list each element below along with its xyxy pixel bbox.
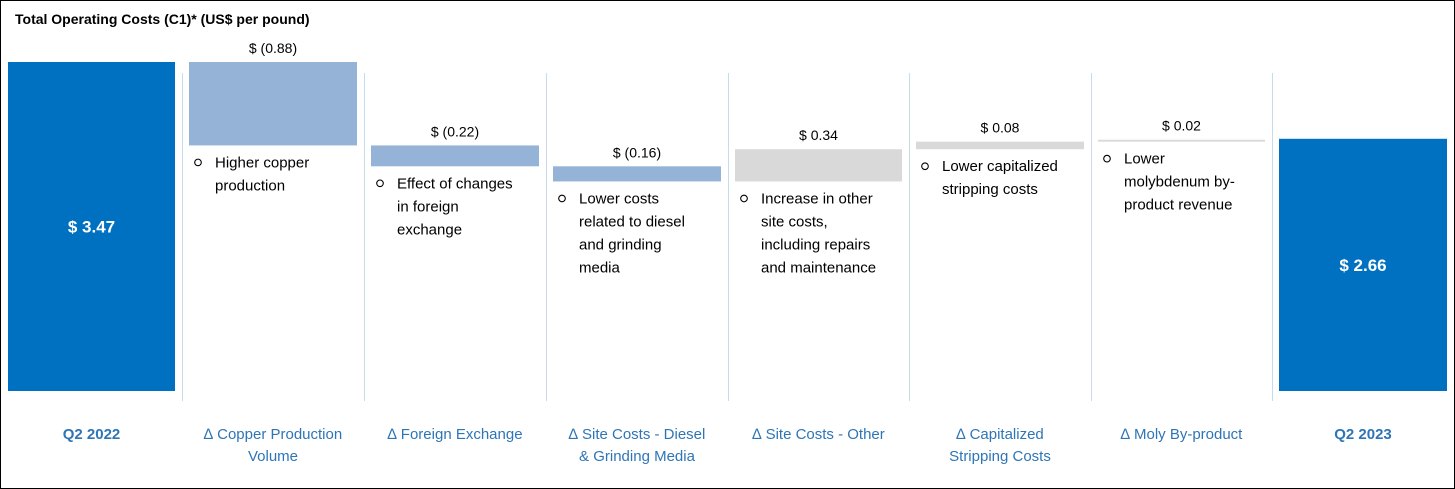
bar-value-label: $ 3.47 (68, 218, 115, 237)
note-line: and maintenance (761, 259, 876, 276)
note-line: production (215, 177, 285, 194)
waterfall-bar (1279, 138, 1447, 391)
chart-title: Total Operating Costs (C1)* (US$ per pou… (15, 11, 310, 27)
note-line: Increase in other (761, 190, 873, 207)
bullet-icon (558, 194, 566, 203)
note-line: stripping costs (942, 181, 1038, 198)
bar-value-label: $ 0.08 (981, 120, 1020, 136)
bar-value-label: $ (0.22) (431, 123, 479, 139)
waterfall-bar (8, 62, 175, 391)
category-label: ∆ Site Costs - Other (752, 426, 885, 443)
category-label: ∆ Site Costs - Diesel (569, 426, 706, 443)
category-label: ∆ Moly By-product (1121, 426, 1244, 443)
category-label: ∆ Capitalized (956, 426, 1044, 443)
note-line: media (579, 259, 621, 276)
category-label: ∆ Copper Production (204, 426, 342, 443)
note-line: related to diesel (579, 213, 685, 230)
note-line: molybdenum by- (1124, 174, 1235, 191)
note-line: in foreign (397, 198, 459, 215)
category-label: ∆ Foreign Exchange (387, 426, 522, 443)
note-line: exchange (397, 221, 462, 238)
waterfall-bar (1098, 139, 1265, 142)
bullet-icon (376, 179, 384, 188)
waterfall-bar (916, 141, 1084, 150)
category-label: Stripping Costs (949, 448, 1051, 465)
note-line: site costs, (761, 213, 828, 230)
category-label: Q2 2023 (1334, 426, 1392, 443)
waterfall-bar (371, 145, 539, 167)
bar-value-label: $ 0.02 (1162, 118, 1201, 134)
bullet-icon (1103, 154, 1111, 163)
bar-value-label: $ 0.34 (799, 127, 838, 143)
waterfall-bar (735, 149, 902, 182)
note-line: and grinding (579, 236, 662, 253)
note-line: Higher copper (215, 154, 309, 171)
bullet-icon (194, 158, 202, 167)
category-label: Volume (248, 448, 298, 465)
category-label: Q2 2022 (63, 426, 121, 443)
waterfall-bar (553, 166, 721, 182)
bullet-icon (740, 194, 748, 203)
category-label: & Grinding Media (579, 448, 696, 465)
waterfall-bar (189, 62, 357, 146)
note-line: Lower capitalized (942, 158, 1058, 175)
note-line: Lower costs (579, 190, 659, 207)
note-line: Lower (1124, 151, 1165, 168)
bar-value-label: $ (0.88) (249, 40, 297, 56)
note-line: including repairs (761, 236, 870, 253)
bullet-icon (921, 162, 929, 171)
note-line: Effect of changes (397, 175, 513, 192)
note-line: product revenue (1124, 197, 1232, 214)
bar-value-label: $ (0.16) (613, 144, 661, 160)
bar-value-label: $ 2.66 (1339, 256, 1386, 275)
